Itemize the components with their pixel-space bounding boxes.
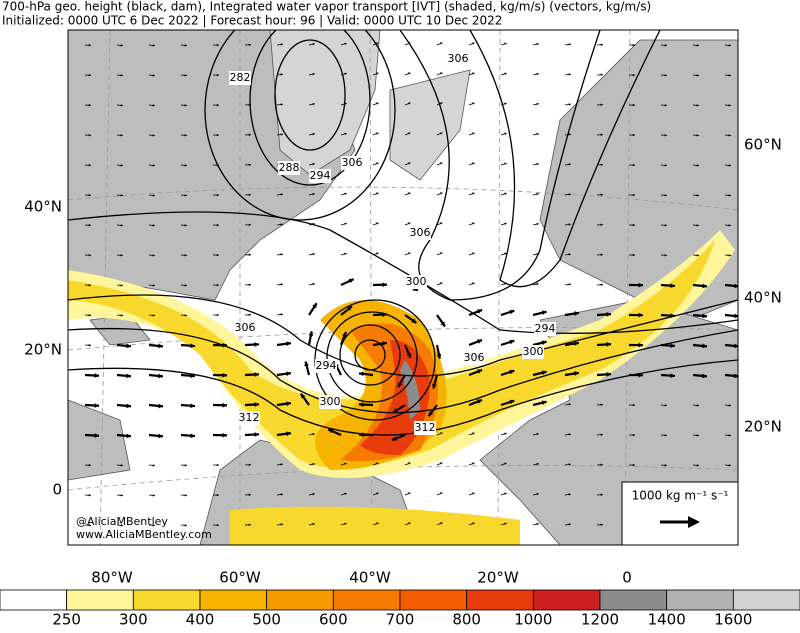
contour-label: 288 [279, 161, 300, 174]
title: 700-hPa geo. height (black, dam), Integr… [2, 0, 651, 14]
colorbar-label: 500 [252, 611, 281, 629]
attribution: @AliciaMBentley [76, 515, 168, 528]
attribution: www.AliciaMBentley.com [76, 528, 212, 541]
contour-label: 282 [230, 71, 251, 84]
longitude-label: 20°W [477, 569, 519, 587]
contour-label: 300 [523, 345, 544, 358]
contour-label: 306 [464, 351, 485, 364]
colorbar-label: 1400 [648, 611, 686, 629]
colorbar-box [733, 590, 800, 610]
contour-label: 300 [406, 275, 427, 288]
contour-label: 294 [535, 322, 556, 335]
colorbar-label: 700 [386, 611, 415, 629]
colorbar-box [667, 590, 734, 610]
contour-label: 306 [342, 156, 363, 169]
latitude-label: 40°N [24, 198, 62, 216]
latitude-label: 20°N [744, 418, 782, 436]
colorbar-box [400, 590, 467, 610]
longitude-label: 60°W [219, 569, 261, 587]
colorbar-label: 400 [186, 611, 215, 629]
colorbar-box [267, 590, 334, 610]
colorbar-label: 600 [319, 611, 348, 629]
contour-label: 294 [310, 169, 331, 182]
longitude-label: 80°W [91, 569, 133, 587]
colorbar-label: 1000 [514, 611, 552, 629]
latitude-label: 60°N [744, 136, 782, 154]
latitude-label: 0 [52, 481, 62, 499]
contour-label: 300 [320, 395, 341, 408]
longitude-label: 40°W [349, 569, 391, 587]
contour-label: 312 [415, 421, 436, 434]
colorbar-label: 1600 [714, 611, 752, 629]
contour-label: 306 [410, 226, 431, 239]
colorbar-box [333, 590, 400, 610]
contour-label: 306 [235, 321, 256, 334]
colorbar-label: 250 [52, 611, 81, 629]
colorbar-label: 1200 [581, 611, 619, 629]
colorbar-box [200, 590, 267, 610]
latitude-label: 40°N [744, 289, 782, 307]
subtitle: Initialized: 0000 UTC 6 Dec 2022 | Forec… [2, 14, 502, 28]
colorbar: 250 300 400 500 600 700 800 1000 1200 1400 1600 [0, 590, 800, 629]
colorbar-label: 300 [119, 611, 148, 629]
colorbar-box [533, 590, 600, 610]
longitude-label: 0 [622, 569, 632, 587]
contour-label: 312 [239, 411, 260, 424]
colorbar-box [0, 590, 67, 610]
contour-label: 294 [316, 359, 337, 372]
colorbar-box [467, 590, 534, 610]
colorbar-label: 800 [452, 611, 481, 629]
contour-label: 306 [448, 52, 469, 65]
colorbar-box [600, 590, 667, 610]
colorbar-box [67, 590, 134, 610]
reference-vector-label: 1000 kg m⁻¹ s⁻¹ [632, 489, 729, 503]
colorbar-box [133, 590, 200, 610]
latitude-label: 20°N [24, 341, 62, 359]
